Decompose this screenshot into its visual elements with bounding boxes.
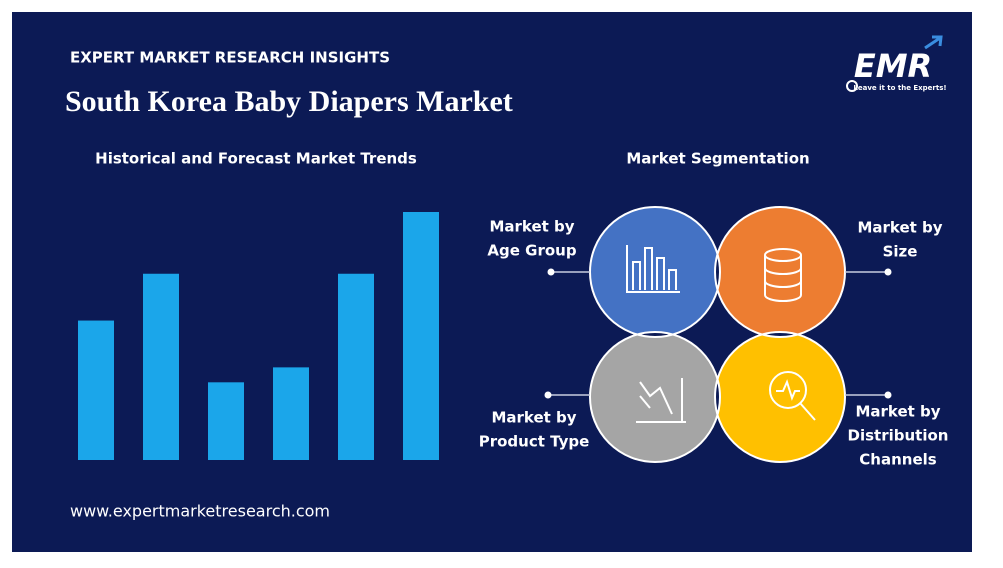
segment-label: Market by [491, 409, 576, 427]
segment-label: Distribution [848, 427, 949, 445]
segment-label: Size [883, 243, 918, 261]
segment-title: Market Segmentation [626, 150, 809, 168]
segment-circle [715, 332, 845, 462]
segment-outline [589, 331, 721, 463]
kicker: EXPERT MARKET RESEARCH INSIGHTS [70, 49, 390, 67]
bar [403, 211, 439, 460]
segment-circle [590, 207, 720, 337]
segment-circle [590, 332, 720, 462]
bar [143, 273, 179, 460]
icon [769, 371, 816, 421]
footer-url: www.expertmarketresearch.com [70, 502, 330, 521]
segment-label: Market by [855, 403, 940, 421]
segment-label: Market by [857, 219, 942, 237]
segment-circle [715, 207, 845, 337]
bar [273, 367, 309, 460]
logo-tagline: Leave it to the Experts! [853, 84, 946, 92]
segment-label: Market by [489, 218, 574, 236]
icon [626, 245, 680, 293]
leader-dot [544, 391, 552, 399]
segment-label: Age Group [487, 242, 576, 260]
chart-title: Historical and Forecast Market Trends [95, 150, 417, 168]
segment-outline [714, 331, 846, 463]
logo: EMR [854, 47, 932, 85]
logo-dot [846, 80, 858, 92]
leader-dot [884, 391, 892, 399]
leader-dot [547, 268, 555, 276]
title: South Korea Baby Diapers Market [65, 85, 513, 118]
segmentation: Market by Age Group Market by Size Market by… [479, 206, 949, 469]
logo-arrow [924, 35, 943, 50]
bar [338, 273, 374, 460]
bar [208, 382, 244, 460]
leader-dot [884, 268, 892, 276]
bar [78, 320, 114, 460]
segment-label: Product Type [479, 433, 590, 451]
icon [764, 248, 803, 302]
icon [636, 378, 686, 423]
segment-label: Channels [859, 451, 936, 469]
